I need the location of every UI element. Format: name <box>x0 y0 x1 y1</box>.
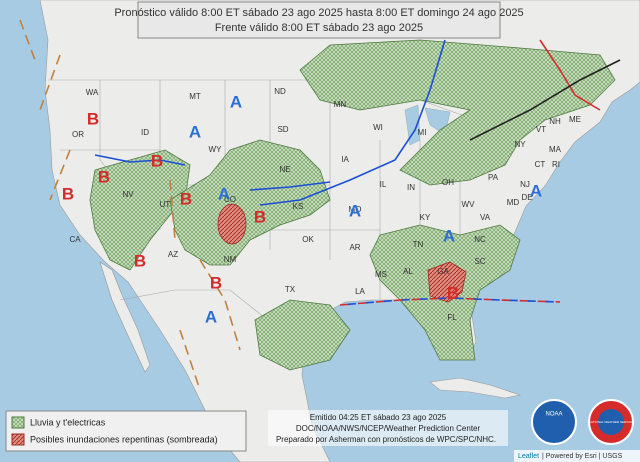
state-label: NC <box>474 235 486 244</box>
state-label: OH <box>442 178 454 187</box>
high-pressure: A <box>205 307 217 326</box>
state-label: UT <box>160 200 171 209</box>
low-pressure: B <box>87 109 99 128</box>
legend-box <box>5 410 247 452</box>
state-label: ME <box>569 115 581 124</box>
state-label: PA <box>488 173 499 182</box>
state-label: CT <box>535 160 546 169</box>
legend-label: Posibles inundaciones repentinas (sombre… <box>30 434 218 444</box>
state-label: OK <box>302 235 314 244</box>
header-line2: Frente válido 8:00 ET sábado 23 ago 2025 <box>215 22 423 34</box>
footer-box <box>268 410 508 446</box>
high-pressure: A <box>230 92 242 111</box>
state-label: KS <box>293 202 304 211</box>
state-label: MA <box>549 145 562 154</box>
fronts <box>19 19 621 391</box>
state-label: MS <box>375 270 387 279</box>
state-label: NM <box>224 255 237 264</box>
low-pressure: B <box>210 273 222 292</box>
state-label: WA <box>86 88 99 97</box>
nws-logo-inner <box>598 409 624 435</box>
precip-areas <box>89 39 616 371</box>
state-label: NV <box>122 190 134 199</box>
low-pressure: B <box>254 207 266 226</box>
low-pressure: B <box>62 184 74 203</box>
state-label: RI <box>552 160 560 169</box>
state-label: TN <box>413 240 424 249</box>
attribution-box <box>514 450 640 462</box>
state-label: GA <box>437 267 449 276</box>
state-label: WY <box>209 145 223 154</box>
state-label: WV <box>462 200 476 209</box>
state-label: MO <box>349 205 362 214</box>
state-label: MD <box>507 198 520 207</box>
header-box <box>137 1 501 39</box>
state-label: NH <box>549 117 561 126</box>
footer-line: DOC/NOAA/NWS/NCEP/Weather Prediction Cen… <box>296 424 481 433</box>
state-label: FL <box>447 313 457 322</box>
noaa-logo <box>531 399 577 445</box>
legend-swatch-rain <box>11 416 25 429</box>
state-label: LA <box>355 287 365 296</box>
state-label: IA <box>341 155 349 164</box>
state-label: ND <box>274 87 286 96</box>
state-label: MT <box>189 92 201 101</box>
state-label: NE <box>279 165 290 174</box>
footer-line: Preparado por Asherman con pronósticos d… <box>276 435 496 444</box>
state-label: NJ <box>520 180 530 189</box>
attribution-text: | Powered by Esri | USGS <box>542 453 623 460</box>
high-pressure: A <box>349 201 361 220</box>
low-pressure: B <box>98 167 110 186</box>
state-label: ID <box>141 128 149 137</box>
state-label: SD <box>277 125 288 134</box>
state-label: AR <box>349 243 360 252</box>
low-pressure: B <box>447 283 459 302</box>
high-pressure: A <box>530 181 542 200</box>
low-pressure: B <box>180 189 192 208</box>
state-label: TX <box>285 285 296 294</box>
header-line1: Pronóstico válido 8:00 ET sábado 23 ago … <box>114 7 523 19</box>
state-label: WI <box>373 123 383 132</box>
state-label: SC <box>474 257 485 266</box>
legend-swatch-flood <box>11 433 25 446</box>
high-pressure: A <box>443 226 455 245</box>
state-label: OR <box>72 130 84 139</box>
state-label: DE <box>521 193 532 202</box>
footer-line: Emitido 04:25 ET sábado 23 ago 2025 <box>310 413 447 422</box>
state-label: IN <box>407 183 415 192</box>
low-pressure: B <box>134 251 146 270</box>
noaa-logo-text: NOAA <box>545 412 562 418</box>
state-label: CA <box>69 235 81 244</box>
attribution-link[interactable]: Leaflet <box>518 453 539 460</box>
state-label: MI <box>418 128 427 137</box>
state-label: MN <box>334 100 347 109</box>
state-label: VT <box>536 125 546 134</box>
state-label: CO <box>224 195 236 204</box>
low-pressure: B <box>151 151 163 170</box>
cuba <box>429 377 522 399</box>
state-label: VA <box>480 213 491 222</box>
high-pressure: A <box>189 122 201 141</box>
state-label: AL <box>403 267 413 276</box>
state-label: AZ <box>168 250 178 259</box>
state-label: NY <box>514 140 526 149</box>
high-pressure: A <box>218 184 230 203</box>
state-label: KY <box>420 213 431 222</box>
legend-label: Lluvia y t'electricas <box>30 417 106 427</box>
nws-logo-text: NATIONAL WEATHER SERVICE <box>589 420 633 424</box>
baja <box>99 261 151 373</box>
state-label: IL <box>380 180 387 189</box>
